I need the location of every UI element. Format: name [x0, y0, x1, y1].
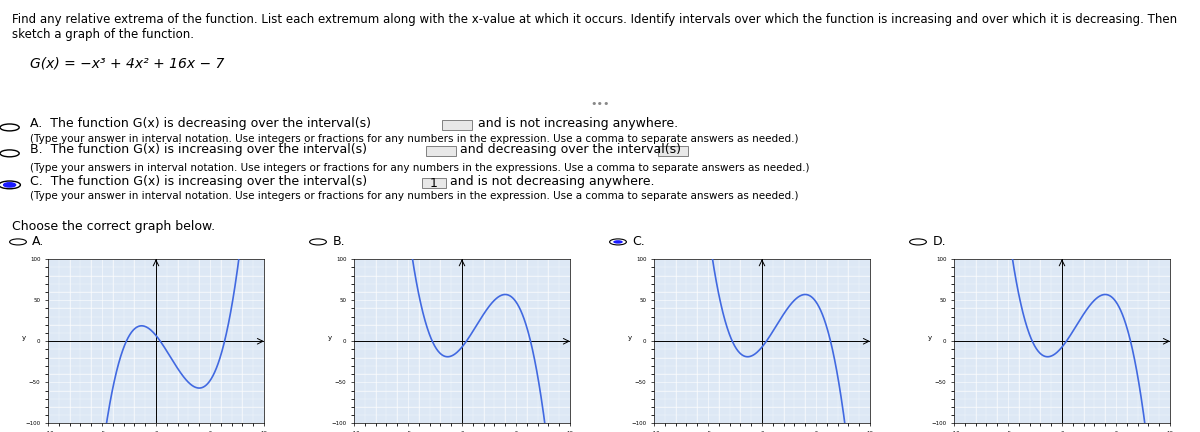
Text: and is not decreasing anywhere.: and is not decreasing anywhere.	[450, 175, 654, 188]
Text: A.: A.	[32, 235, 44, 248]
Text: (Type your answers in interval notation. Use integers or fractions for any numbe: (Type your answers in interval notation.…	[30, 163, 810, 173]
Text: and is not increasing anywhere.: and is not increasing anywhere.	[478, 117, 678, 130]
Text: and decreasing over the interval(s): and decreasing over the interval(s)	[460, 143, 680, 156]
Text: •••: •••	[590, 99, 610, 109]
Y-axis label: y: y	[628, 335, 632, 341]
Text: C.: C.	[632, 235, 646, 248]
Text: (Type your answer in interval notation. Use integers or fractions for any number: (Type your answer in interval notation. …	[30, 191, 798, 201]
FancyBboxPatch shape	[426, 146, 456, 156]
Text: C.  The function G(x) is increasing over the interval(s): C. The function G(x) is increasing over …	[30, 175, 367, 188]
Text: Choose the correct graph below.: Choose the correct graph below.	[12, 220, 215, 233]
Text: B.: B.	[332, 235, 346, 248]
Y-axis label: y: y	[928, 335, 932, 341]
Text: D.: D.	[932, 235, 946, 248]
FancyBboxPatch shape	[442, 120, 472, 130]
Text: B.  The function G(x) is increasing over the interval(s): B. The function G(x) is increasing over …	[30, 143, 367, 156]
Text: 1: 1	[430, 177, 438, 190]
Y-axis label: y: y	[328, 335, 332, 341]
Circle shape	[4, 183, 16, 187]
FancyBboxPatch shape	[422, 178, 446, 188]
Text: Find any relative extrema of the function. List each extremum along with the x-v: Find any relative extrema of the functio…	[12, 13, 1177, 41]
Text: (Type your answer in interval notation. Use integers or fractions for any number: (Type your answer in interval notation. …	[30, 134, 798, 144]
FancyBboxPatch shape	[658, 146, 688, 156]
Circle shape	[613, 240, 623, 244]
Text: G(x) = −x³ + 4x² + 16x − 7: G(x) = −x³ + 4x² + 16x − 7	[30, 56, 224, 70]
Y-axis label: y: y	[22, 335, 26, 341]
Text: A.  The function G(x) is decreasing over the interval(s): A. The function G(x) is decreasing over …	[30, 117, 371, 130]
